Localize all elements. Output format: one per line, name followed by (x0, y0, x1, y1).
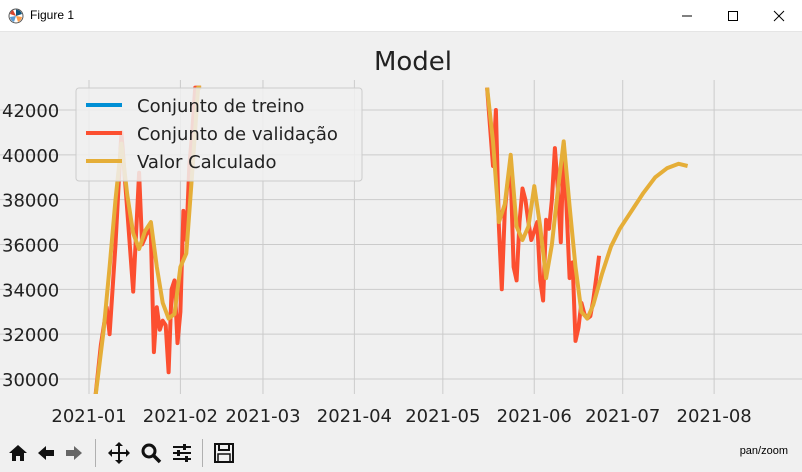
subplots-button[interactable] (169, 438, 195, 468)
series-line-calculado (93, 85, 689, 394)
forward-button[interactable] (61, 438, 87, 468)
pan-button[interactable] (106, 438, 132, 468)
save-button[interactable] (211, 438, 237, 468)
x-tick-label: 2021-03 (225, 406, 300, 427)
pan-icon (108, 442, 130, 464)
window-titlebar: Figure 1 (0, 0, 802, 32)
chart: 2021-01 2021-02 2021-03 2021-04 2021-05 2021-… (0, 47, 802, 427)
y-tick-label: 32000 (2, 325, 59, 346)
y-tick-label: 30000 (2, 370, 59, 391)
navigation-toolbar: pan/zoom (0, 435, 802, 472)
y-tick-label: 34000 (2, 280, 59, 301)
toolbar-mode-status: pan/zoom (739, 445, 788, 457)
minimize-icon (682, 15, 692, 16)
matplotlib-logo-icon (8, 8, 24, 24)
save-floppy-icon (214, 443, 234, 463)
x-tick-labels: 2021-01 2021-02 2021-03 2021-04 2021-05 2021-… (51, 406, 751, 427)
close-button[interactable] (756, 0, 802, 31)
y-tick-label: 36000 (2, 236, 59, 257)
x-tick-label: 2021-07 (585, 406, 660, 427)
minimize-button[interactable] (664, 0, 710, 31)
x-tick-label: 2021-05 (405, 406, 480, 427)
back-arrow-icon (38, 446, 54, 460)
toolbar-separator (202, 439, 203, 467)
zoom-button[interactable] (138, 438, 164, 468)
x-tick-label: 2021-08 (677, 406, 752, 427)
window-title: Figure 1 (30, 8, 75, 22)
y-tick-label: 40000 (2, 146, 59, 167)
y-tick-label: 42000 (2, 101, 59, 122)
close-icon (773, 10, 785, 21)
figure-canvas[interactable]: 2021-01 2021-02 2021-03 2021-04 2021-05 2021-… (0, 32, 802, 432)
x-tick-label: 2021-01 (51, 406, 126, 427)
x-tick-label: 2021-02 (143, 406, 218, 427)
legend-label-treino: Conjunto de treino (137, 96, 304, 117)
maximize-icon (728, 10, 738, 21)
x-tick-label: 2021-06 (497, 406, 572, 427)
zoom-magnifier-icon (141, 443, 162, 464)
toolbar-separator (95, 439, 96, 467)
subplots-config-icon (173, 444, 191, 462)
forward-arrow-icon (66, 446, 82, 460)
legend: Conjunto de treino Conjunto de validação… (75, 87, 363, 182)
x-gridlines (88, 80, 715, 394)
y-tick-labels: 30000 32000 34000 36000 38000 40000 42000 (2, 101, 59, 391)
back-button[interactable] (33, 438, 59, 468)
maximize-button[interactable] (710, 0, 756, 31)
x-tick-label: 2021-04 (317, 406, 392, 427)
home-button[interactable] (5, 438, 31, 468)
y-tick-label: 38000 (2, 191, 59, 212)
home-icon (9, 445, 27, 461)
legend-label-calculado: Valor Calculado (137, 152, 276, 173)
legend-label-validacao: Conjunto de validação (137, 124, 338, 145)
chart-title: Model (374, 47, 452, 77)
